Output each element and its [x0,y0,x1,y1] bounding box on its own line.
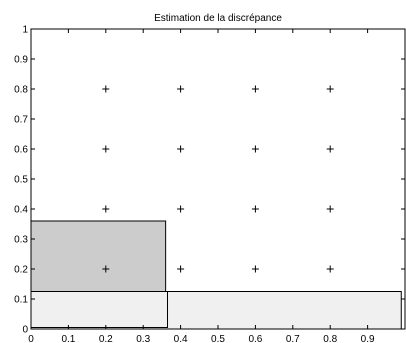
x-tick-label: 0.8 [323,334,337,343]
y-tick-label: 0 [22,325,28,336]
data-point [177,205,185,213]
y-tick-label: 0.3 [14,235,28,246]
x-tick-label: 0.6 [248,334,262,343]
data-point [251,85,259,93]
x-tick-label: 0.9 [361,334,375,343]
ticks-layer: 0 0.1 0.2 0.3 0.4 0.5 0.6 0.7 0.8 0.9 0 0.1 0.2 0.3 0.… [14,25,405,343]
data-point [326,145,334,153]
x-tick-label: 0.1 [61,334,75,343]
region-rect-1 [30,291,402,330]
rectangles-layer [30,220,402,330]
x-tick-label: 0 [28,334,34,343]
data-point [177,265,185,273]
data-point [102,85,110,93]
data-point [177,85,185,93]
data-point [102,205,110,213]
y-tick-label: 1 [22,25,28,36]
data-point [251,205,259,213]
y-tick-label: 0.6 [14,145,28,156]
data-point [251,145,259,153]
chart-title: Estimation de la discrépance [154,13,282,24]
x-tick-label: 0.5 [211,334,225,343]
y-tick-label: 0.2 [14,265,28,276]
data-point [326,205,334,213]
x-tick-label: 0.3 [136,334,150,343]
data-point [102,145,110,153]
y-tick-label: 0.5 [14,175,28,186]
points-layer [102,85,334,273]
x-tick-label: 0.2 [99,334,113,343]
y-tick-label: 0.4 [14,205,28,216]
y-tick-label: 0.7 [14,115,28,126]
data-point [177,145,185,153]
y-tick-label: 0.1 [14,295,28,306]
data-point [326,265,334,273]
data-point [102,265,110,273]
y-tick-label: 0.8 [14,85,28,96]
x-tick-label: 0.7 [286,334,300,343]
data-point [251,265,259,273]
y-tick-label: 0.9 [14,55,28,66]
x-tick-label: 0.4 [174,334,188,343]
data-point [326,85,334,93]
